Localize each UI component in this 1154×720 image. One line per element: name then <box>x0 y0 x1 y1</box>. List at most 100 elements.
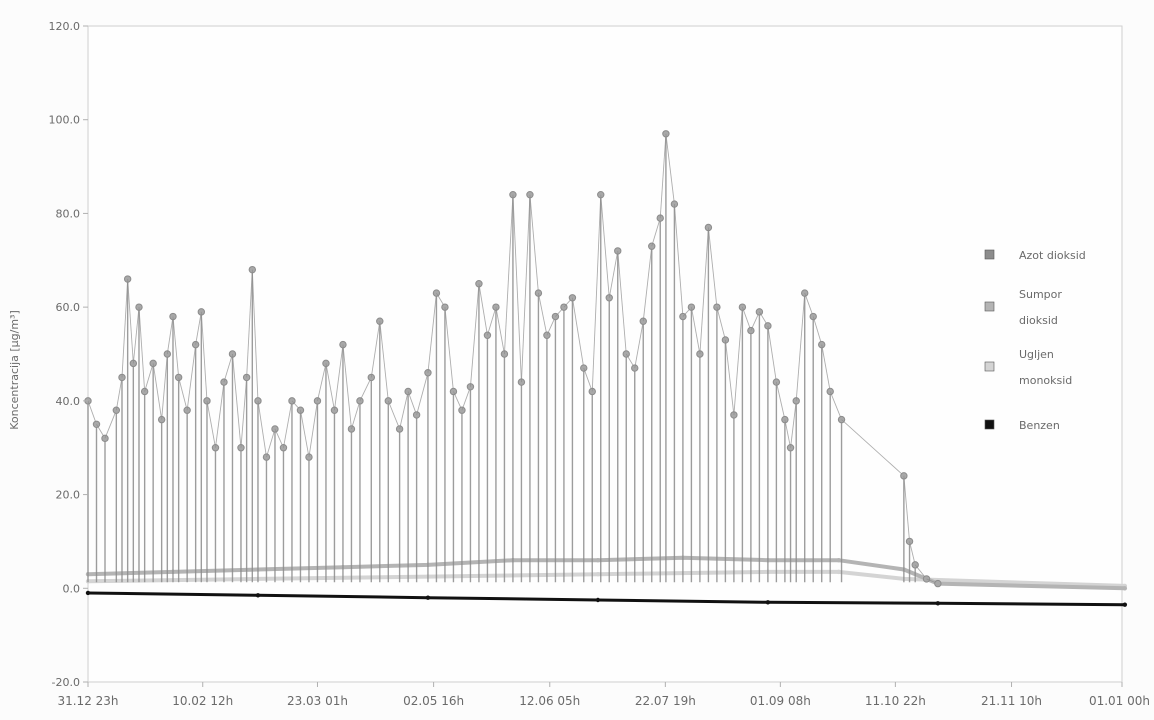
series-benzen <box>85 590 1128 607</box>
data-segment <box>215 382 225 448</box>
data-segment <box>503 194 514 355</box>
x-tick-label: 23.03 01h <box>287 694 348 708</box>
data-point <box>174 373 183 382</box>
data-segment <box>283 400 293 448</box>
legend-label-line: Sumpor <box>1019 288 1062 301</box>
data-segment <box>733 307 743 415</box>
data-segment <box>351 400 361 430</box>
legend-label-line: dioksid <box>1019 314 1058 327</box>
data-point <box>836 557 841 563</box>
data-segment <box>127 278 134 364</box>
data-segment <box>583 367 593 392</box>
data-segment <box>461 386 471 411</box>
data-segment <box>416 372 429 416</box>
data-segment <box>634 321 644 369</box>
data-point <box>432 289 441 297</box>
legend-swatch <box>984 419 995 430</box>
data-point <box>425 595 431 600</box>
legend: Azot dioksid Sumpor dioksid Ugljen monoksid B… <box>984 249 1086 432</box>
data-segment <box>537 292 548 336</box>
data-segment <box>115 377 123 411</box>
series-azot-dioksid <box>84 130 942 588</box>
data-segment <box>841 419 905 477</box>
legend-label: Benzen <box>1019 419 1060 432</box>
data-segment <box>334 344 344 411</box>
data-segment <box>166 316 174 355</box>
legend-label-line: monoksid <box>1019 374 1072 387</box>
y-tick-label: 100.0 <box>49 114 81 127</box>
data-point <box>1122 586 1128 591</box>
data-point <box>395 425 404 433</box>
data-segment <box>251 269 259 401</box>
data-segment <box>121 279 129 378</box>
data-segment <box>775 382 786 420</box>
data-segment <box>104 410 117 439</box>
data-segment <box>186 344 197 411</box>
y-tick-label: 120.0 <box>49 20 81 33</box>
data-point <box>595 597 601 603</box>
data-segment <box>200 311 208 401</box>
data-segment <box>240 377 248 448</box>
data-segment <box>724 339 735 415</box>
data-segment <box>699 227 709 355</box>
data-segment <box>512 194 522 383</box>
data-point <box>1122 602 1128 607</box>
data-segment <box>651 217 661 247</box>
data-segment <box>342 344 352 430</box>
data-segment <box>178 377 188 411</box>
data-segment <box>152 363 163 420</box>
x-tick-label: 01.09 08h <box>750 694 811 708</box>
legend-swatch <box>984 361 995 372</box>
y-axis-title: Koncentracija [µg/m³] <box>8 310 21 430</box>
data-segment <box>370 321 381 378</box>
y-tick-label: 20.0 <box>56 489 81 502</box>
x-tick-label: 22.07 19h <box>635 694 696 708</box>
data-segment <box>444 307 454 392</box>
data-segment <box>232 353 242 448</box>
x-axis: 31.12 23h 10.02 12h 23.03 01h 02.05 16h 12.0… <box>57 682 1150 708</box>
data-segment <box>659 133 667 219</box>
data-point <box>934 579 942 588</box>
x-tick-label: 31.12 23h <box>57 694 118 708</box>
legend-label: Azot dioksid <box>1019 249 1086 262</box>
y-tick-label: 60.0 <box>56 301 81 314</box>
data-segment <box>784 419 791 448</box>
data-point <box>255 593 261 598</box>
data-segment <box>144 363 154 392</box>
data-point <box>384 397 392 405</box>
data-segment <box>617 250 627 355</box>
x-tick-label: 01.01 00h <box>1089 694 1150 708</box>
data-segment <box>195 311 202 345</box>
x-tick-label: 10.02 12h <box>172 694 233 708</box>
data-segment <box>325 363 335 411</box>
x-tick-label: 02.05 16h <box>403 694 464 708</box>
data-segment <box>571 297 585 369</box>
data-segment <box>427 293 437 373</box>
data-segment <box>665 133 675 205</box>
data-segment <box>520 194 531 383</box>
legend-label: Sumpor dioksid <box>1019 288 1062 327</box>
data-segment <box>257 400 267 458</box>
y-tick-label: 40.0 <box>56 395 81 408</box>
data-segment <box>138 307 146 392</box>
data-segment <box>206 400 216 448</box>
data-segment <box>495 307 505 355</box>
data-segment <box>690 307 701 355</box>
legend-swatch <box>984 249 995 260</box>
data-segment <box>387 400 401 430</box>
data-segment <box>812 316 823 345</box>
data-segment <box>741 306 752 331</box>
data-segment <box>172 316 180 378</box>
legend-swatch <box>984 301 995 312</box>
data-point <box>755 308 764 316</box>
data-segment <box>529 194 539 294</box>
data-point <box>765 600 771 605</box>
data-segment <box>673 204 684 317</box>
data-segment <box>790 400 797 448</box>
data-point <box>713 303 721 311</box>
data-point <box>935 601 941 606</box>
data-segment <box>379 321 389 401</box>
data-segment <box>795 293 806 401</box>
x-tick-label: 12.06 05h <box>519 694 580 708</box>
data-point <box>738 303 747 311</box>
